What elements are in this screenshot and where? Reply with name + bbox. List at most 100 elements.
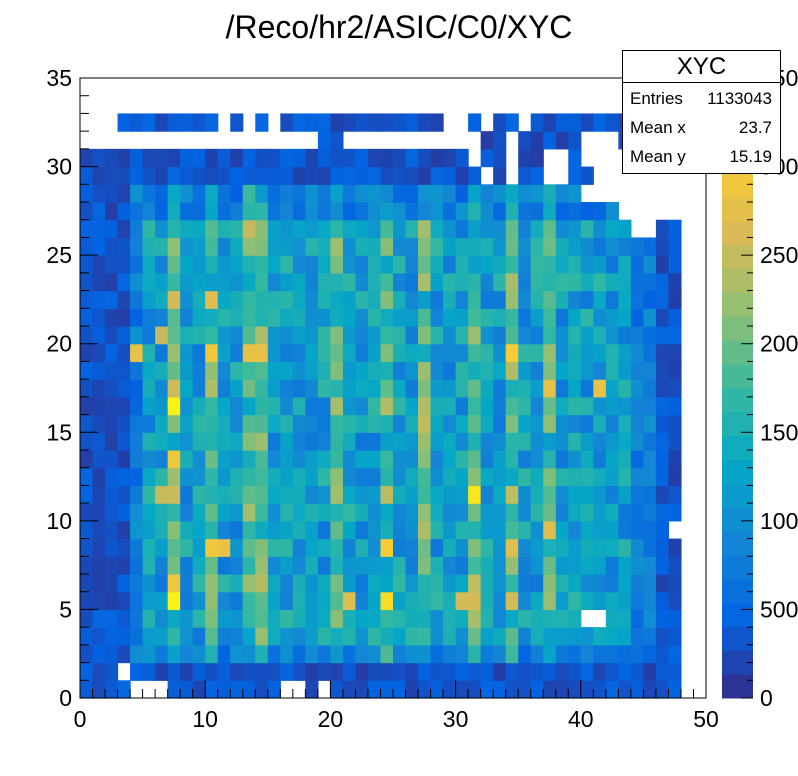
heatmap-cell — [292, 184, 306, 203]
heatmap-cell — [380, 202, 394, 221]
heatmap-cell — [242, 166, 256, 185]
heatmap-cell — [367, 184, 382, 203]
heatmap-cell — [255, 450, 269, 469]
heatmap-cell — [568, 680, 582, 699]
heatmap-cell — [292, 556, 306, 575]
heatmap-cell — [155, 166, 169, 185]
heatmap-cell — [493, 609, 507, 628]
colorbar-tick-label: 500 — [760, 596, 798, 622]
heatmap-cell — [367, 450, 382, 469]
heatmap-cell — [155, 396, 169, 416]
heatmap-cell — [155, 219, 169, 239]
heatmap-cell — [493, 219, 507, 239]
heatmap-cell — [117, 166, 131, 185]
heatmap-cell — [317, 290, 331, 309]
heatmap-cell — [605, 272, 619, 292]
heatmap-cell — [280, 485, 294, 504]
heatmap-cell — [505, 450, 519, 469]
heatmap-cell — [80, 520, 94, 540]
heatmap-cell — [217, 184, 231, 203]
heatmap-cell — [155, 272, 169, 292]
stats-title: XYC — [676, 53, 727, 80]
heatmap-cell — [655, 343, 670, 363]
heatmap-cell — [430, 148, 444, 168]
heatmap-cell — [180, 290, 194, 309]
heatmap-cell — [468, 202, 482, 221]
heatmap-cell — [292, 166, 306, 185]
heatmap-cell — [155, 627, 169, 646]
heatmap-cell — [242, 556, 256, 575]
heatmap-cell — [180, 450, 194, 469]
heatmap-cell — [292, 396, 306, 416]
heatmap-cell — [455, 450, 469, 469]
heatmap-cell — [80, 485, 94, 504]
heatmap-cell — [180, 574, 194, 593]
heatmap-cell — [80, 662, 94, 681]
heatmap-cell — [493, 361, 507, 380]
heatmap-cell — [355, 485, 369, 504]
heatmap-cell — [593, 219, 607, 239]
heatmap-cell — [580, 290, 594, 309]
heatmap-cell — [568, 485, 582, 504]
heatmap-cell — [292, 503, 306, 522]
heatmap-cell — [505, 609, 519, 628]
heatmap-cell — [418, 326, 432, 345]
heatmap-cell — [618, 467, 632, 487]
heatmap-cell — [355, 450, 369, 469]
heatmap-cell — [167, 272, 181, 292]
heatmap-cell — [655, 503, 670, 522]
heatmap-cell — [493, 113, 507, 132]
heatmap-cell — [605, 308, 619, 327]
heatmap-cell — [505, 113, 519, 132]
heatmap-cell — [618, 591, 632, 611]
heatmap-cell — [155, 432, 169, 451]
heatmap-cell — [105, 166, 119, 185]
heatmap-cell — [455, 414, 469, 433]
heatmap-cell — [230, 574, 244, 593]
heatmap-cell — [480, 184, 494, 203]
colorbar-band — [722, 459, 753, 484]
heatmap-cell — [255, 574, 269, 593]
heatmap-cell — [80, 450, 94, 469]
heatmap-cell — [317, 184, 331, 203]
heatmap-cell — [367, 574, 382, 593]
heatmap-cell — [405, 148, 419, 168]
heatmap-cell — [518, 131, 532, 150]
heatmap-cell — [530, 591, 544, 611]
heatmap-cell — [418, 485, 432, 504]
heatmap-cell — [305, 538, 319, 557]
heatmap-cell — [142, 255, 156, 274]
heatmap-cell — [355, 272, 369, 292]
heatmap-cell — [255, 396, 269, 416]
heatmap-cell — [317, 609, 331, 628]
heatmap-cell — [167, 520, 181, 540]
heatmap-cell — [530, 237, 544, 256]
heatmap-cell — [105, 644, 119, 664]
heatmap-cell — [505, 343, 519, 363]
heatmap-cell — [117, 609, 131, 628]
heatmap-cell — [580, 432, 594, 451]
heatmap-cell — [443, 662, 457, 681]
heatmap-cell — [205, 255, 219, 274]
colorbar-band — [722, 602, 753, 627]
heatmap-cell — [280, 503, 294, 522]
heatmap-cell — [117, 290, 131, 309]
heatmap-cell — [668, 361, 682, 380]
heatmap-cell — [367, 556, 382, 575]
heatmap-cell — [468, 467, 482, 487]
heatmap-cell — [355, 308, 369, 327]
heatmap-cell — [217, 148, 231, 168]
colorbar-band — [722, 388, 753, 413]
heatmap-cell — [230, 290, 244, 309]
heatmap-cell — [205, 308, 219, 327]
heatmap-cell — [367, 432, 382, 451]
heatmap-cell — [155, 113, 169, 132]
heatmap-cell — [330, 396, 344, 416]
heatmap-cell — [117, 148, 131, 168]
heatmap-cell — [105, 326, 119, 345]
heatmap-cell — [405, 520, 419, 540]
heatmap-cell — [543, 467, 557, 487]
heatmap-cell — [355, 520, 369, 540]
heatmap-cell — [155, 609, 169, 628]
heatmap-cell — [205, 609, 219, 628]
